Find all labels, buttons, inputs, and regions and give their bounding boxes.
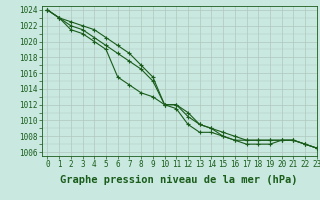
X-axis label: Graphe pression niveau de la mer (hPa): Graphe pression niveau de la mer (hPa) (60, 175, 298, 185)
